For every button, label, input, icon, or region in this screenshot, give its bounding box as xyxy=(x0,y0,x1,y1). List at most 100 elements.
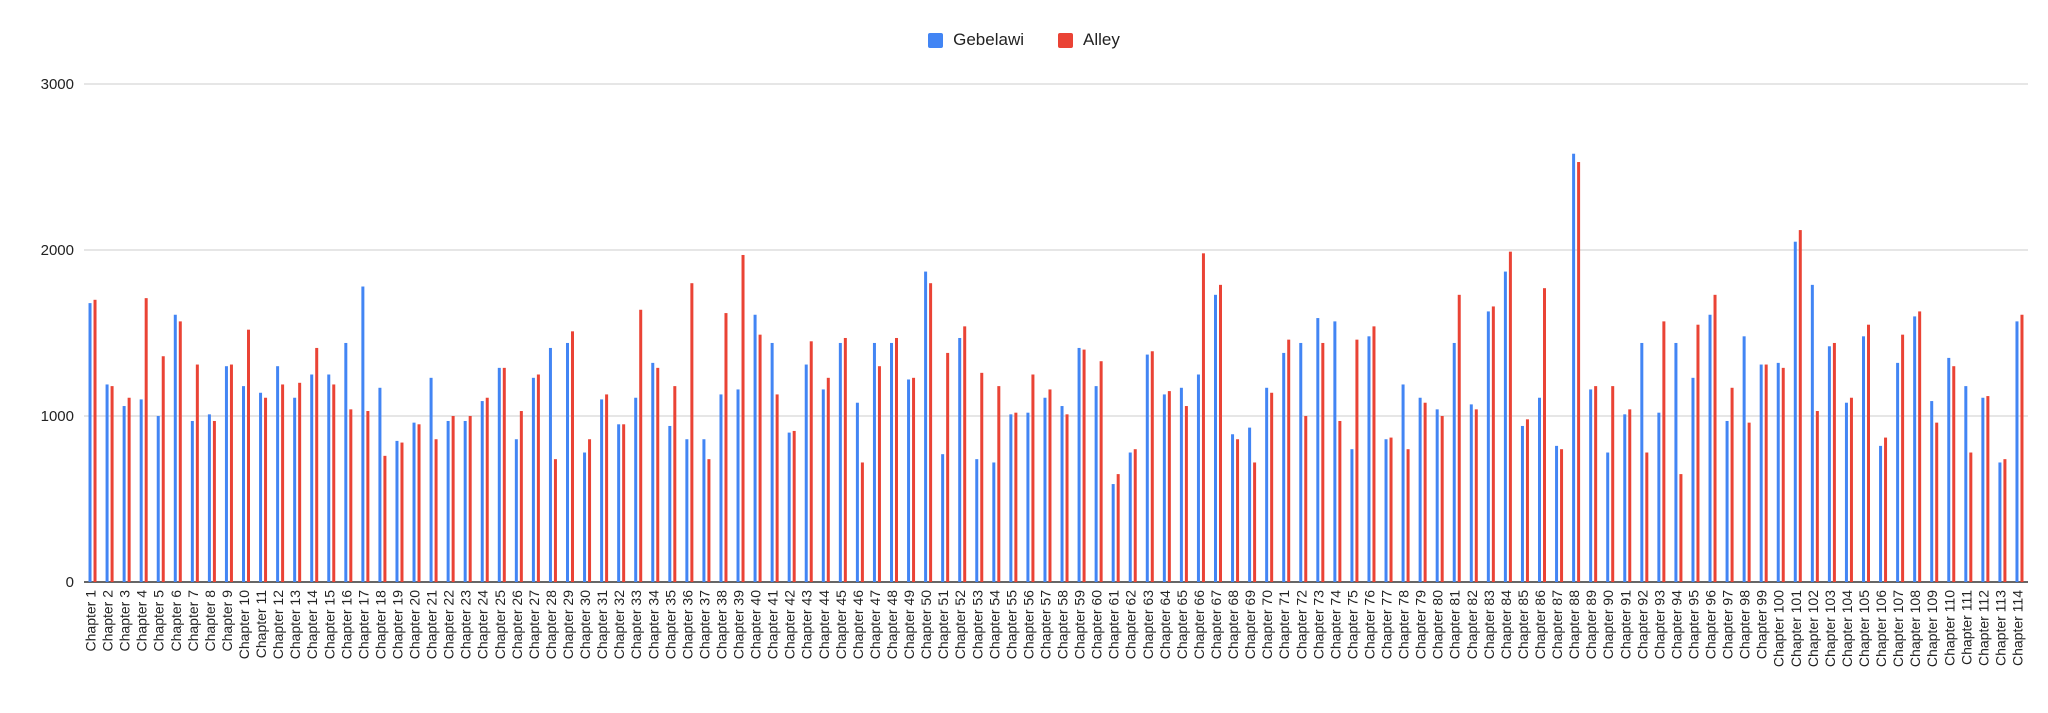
bar-alley[interactable] xyxy=(1696,324,1700,582)
bar-gebelawi[interactable] xyxy=(890,342,893,582)
bar-gebelawi[interactable] xyxy=(941,454,945,582)
bar-alley[interactable] xyxy=(1065,414,1069,582)
bar-gebelawi[interactable] xyxy=(1810,284,1814,582)
bar-gebelawi[interactable] xyxy=(190,420,194,582)
bar-alley[interactable] xyxy=(860,462,864,582)
bar-gebelawi[interactable] xyxy=(1708,314,1712,582)
bar-gebelawi[interactable] xyxy=(1162,394,1166,582)
bar-alley[interactable] xyxy=(1440,416,1444,582)
bar-gebelawi[interactable] xyxy=(1009,414,1013,582)
bar-gebelawi[interactable] xyxy=(992,462,996,582)
bar-gebelawi[interactable] xyxy=(276,366,280,582)
bar-gebelawi[interactable] xyxy=(1265,387,1269,582)
bar-alley[interactable] xyxy=(639,309,643,582)
bar-alley[interactable] xyxy=(997,386,1001,582)
bar-gebelawi[interactable] xyxy=(531,377,535,582)
bar-alley[interactable] xyxy=(1543,288,1546,582)
bar-gebelawi[interactable] xyxy=(1691,377,1695,582)
bar-alley[interactable] xyxy=(622,424,626,582)
bar-gebelawi[interactable] xyxy=(1299,342,1303,582)
bar-alley[interactable] xyxy=(1713,294,1717,582)
bar-alley[interactable] xyxy=(485,397,489,582)
bar-alley[interactable] xyxy=(434,439,438,582)
bar-alley[interactable] xyxy=(315,347,319,582)
bar-gebelawi[interactable] xyxy=(1657,412,1661,582)
bar-alley[interactable] xyxy=(349,409,353,582)
bar-alley[interactable] xyxy=(1457,294,1461,582)
bar-alley[interactable] xyxy=(1935,422,1939,582)
bar-alley[interactable] xyxy=(1474,409,1478,582)
bar-gebelawi[interactable] xyxy=(719,394,723,582)
bar-alley[interactable] xyxy=(1253,462,1257,582)
bar-gebelawi[interactable] xyxy=(122,406,126,582)
bar-gebelawi[interactable] xyxy=(651,362,655,582)
bar-gebelawi[interactable] xyxy=(224,366,228,582)
bar-alley[interactable] xyxy=(332,384,336,582)
bar-alley[interactable] xyxy=(1849,397,1853,582)
bar-gebelawi[interactable] xyxy=(1981,397,1985,582)
bar-gebelawi[interactable] xyxy=(548,347,552,582)
bar-alley[interactable] xyxy=(707,459,711,582)
bar-gebelawi[interactable] xyxy=(958,337,962,582)
bar-alley[interactable] xyxy=(980,372,984,582)
bar-alley[interactable] xyxy=(144,298,148,582)
bar-gebelawi[interactable] xyxy=(1469,404,1473,582)
bar-gebelawi[interactable] xyxy=(1231,434,1235,582)
bar-gebelawi[interactable] xyxy=(1418,397,1422,582)
bar-gebelawi[interactable] xyxy=(1367,336,1371,582)
bar-gebelawi[interactable] xyxy=(685,439,689,582)
bar-alley[interactable] xyxy=(1372,326,1376,582)
bar-gebelawi[interactable] xyxy=(753,314,757,582)
bar-alley[interactable] xyxy=(1679,474,1683,582)
bar-gebelawi[interactable] xyxy=(1452,342,1456,582)
bar-alley[interactable] xyxy=(1491,306,1495,582)
bar-alley[interactable] xyxy=(1082,349,1086,582)
bar-alley[interactable] xyxy=(1031,374,1035,583)
bar-alley[interactable] xyxy=(1014,412,1018,582)
bar-gebelawi[interactable] xyxy=(787,432,791,582)
bar-alley[interactable] xyxy=(1577,162,1581,582)
bar-alley[interactable] xyxy=(690,283,694,582)
bar-gebelawi[interactable] xyxy=(1947,357,1951,582)
bar-gebelawi[interactable] xyxy=(1759,364,1763,582)
bar-gebelawi[interactable] xyxy=(1520,425,1524,582)
bar-alley[interactable] xyxy=(178,321,182,582)
bar-alley[interactable] xyxy=(298,382,302,582)
bar-alley[interactable] xyxy=(946,352,950,582)
bar-alley[interactable] xyxy=(724,313,728,582)
bar-alley[interactable] xyxy=(963,326,967,582)
bar-gebelawi[interactable] xyxy=(139,399,143,582)
bar-gebelawi[interactable] xyxy=(1435,409,1439,582)
bar-alley[interactable] xyxy=(281,384,285,582)
bar-gebelawi[interactable] xyxy=(173,314,177,582)
bar-alley[interactable] xyxy=(1150,351,1154,582)
bar-alley[interactable] xyxy=(1423,402,1427,582)
bar-gebelawi[interactable] xyxy=(2015,321,2019,582)
bar-alley[interactable] xyxy=(656,367,660,582)
bar-gebelawi[interactable] xyxy=(1793,241,1797,582)
bar-alley[interactable] xyxy=(1901,334,1905,582)
bar-alley[interactable] xyxy=(366,411,370,582)
bar-gebelawi[interactable] xyxy=(1026,412,1030,582)
bar-gebelawi[interactable] xyxy=(907,379,911,582)
bar-gebelawi[interactable] xyxy=(207,414,211,582)
bar-gebelawi[interactable] xyxy=(1998,462,2002,582)
bar-gebelawi[interactable] xyxy=(1486,311,1490,582)
bar-alley[interactable] xyxy=(1048,389,1052,582)
bar-alley[interactable] xyxy=(1628,409,1632,582)
bar-gebelawi[interactable] xyxy=(1674,342,1678,582)
bar-gebelawi[interactable] xyxy=(1282,352,1286,582)
bar-gebelawi[interactable] xyxy=(1333,321,1337,582)
bar-gebelawi[interactable] xyxy=(1128,452,1132,582)
bar-alley[interactable] xyxy=(93,299,97,582)
bar-gebelawi[interactable] xyxy=(259,392,263,582)
bar-alley[interactable] xyxy=(1133,449,1137,582)
bar-gebelawi[interactable] xyxy=(156,416,160,582)
bar-gebelawi[interactable] xyxy=(1896,362,1900,582)
bar-alley[interactable] xyxy=(1338,420,1342,582)
bar-alley[interactable] xyxy=(1832,342,1836,582)
bar-gebelawi[interactable] xyxy=(1077,347,1081,582)
bar-alley[interactable] xyxy=(912,377,916,582)
bar-gebelawi[interactable] xyxy=(480,401,484,582)
bar-alley[interactable] xyxy=(212,420,216,582)
